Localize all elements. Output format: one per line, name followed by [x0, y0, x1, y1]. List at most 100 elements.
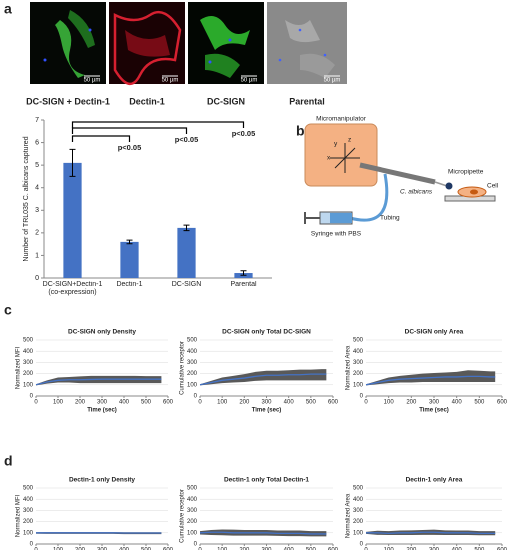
y-tick-label: 0 [30, 542, 34, 548]
y-axis-title: Number of TRL035 C. albicans captured [23, 136, 30, 261]
y-tick-label: 0 [194, 542, 198, 548]
y-tick-label: 0 [360, 394, 364, 400]
chart-title: DC-SIGN only Area [405, 329, 464, 336]
y-tick-label: 200 [187, 519, 198, 525]
line [35, 378, 162, 386]
x-tick-label: 200 [75, 400, 86, 406]
diagram-label: y [334, 141, 338, 148]
y-tick-label: 100 [187, 530, 198, 536]
y-tick-label: 2 [35, 230, 39, 237]
y-tick-label: 100 [353, 530, 364, 536]
x-tick-label: 500 [141, 400, 152, 406]
diagram-label: x [327, 155, 331, 162]
x-tick-label: 0 [364, 548, 368, 550]
x-tick-label: 600 [328, 548, 339, 550]
y-tick-label: 7 [35, 117, 39, 124]
diagram-label: z [348, 137, 351, 144]
y-tick-label: 200 [23, 519, 34, 525]
x-tick-label: 600 [328, 400, 339, 406]
scale-bar-label: 50 µm [324, 78, 341, 84]
y-tick-label: 500 [353, 338, 364, 344]
y-tick-label: 200 [23, 371, 34, 377]
y-tick-label: 500 [23, 338, 34, 344]
x-axis-title: Time (sec) [419, 408, 449, 414]
y-axis-title: Normalized Area [346, 493, 352, 538]
annotation: p<0.05 [118, 143, 142, 152]
y-tick-label: 500 [23, 486, 34, 492]
annotation: p<0.05 [175, 135, 199, 144]
x-tick-label: 300 [97, 400, 108, 406]
panel-label: a [4, 1, 12, 17]
y-tick-label: 100 [353, 382, 364, 388]
y-tick-label: 100 [23, 530, 34, 536]
y-tick-label: 200 [187, 371, 198, 377]
micrograph-label: DC-SIGN + Dectin-1 [26, 96, 110, 106]
x-tick-label: 100 [384, 400, 395, 406]
y-tick-label: 500 [187, 338, 198, 344]
x-tick-label: 300 [429, 400, 440, 406]
panel-label: c [4, 302, 12, 318]
x-tick-label: 400 [452, 400, 463, 406]
x-tick-label: 100 [217, 548, 228, 550]
x-tick-label: 500 [474, 400, 485, 406]
y-tick-label: 300 [353, 360, 364, 366]
chart-title: Dectin-1 only Total Dectin-1 [224, 477, 309, 484]
x-tick-label-box: Parental [230, 281, 257, 288]
y-tick-label: 3 [35, 207, 39, 214]
micrograph: 50 µm [109, 2, 185, 85]
y-tick-label: 500 [187, 486, 198, 492]
line [365, 375, 496, 386]
y-tick-label: 300 [353, 508, 364, 514]
micrograph-label: DC-SIGN [207, 96, 245, 106]
diagram-label: Tubing [380, 215, 400, 222]
x-tick-label: 200 [239, 400, 250, 406]
diagram-label: Micropipette [448, 169, 484, 176]
diagram-label: Cell [487, 183, 499, 190]
x-tick-label: 0 [198, 548, 202, 550]
x-tick-label: 600 [497, 548, 508, 550]
x-tick-label: 0 [34, 400, 38, 406]
y-tick-label: 300 [187, 508, 198, 514]
y-tick-label: 0 [35, 275, 39, 282]
y-tick-label: 100 [23, 382, 34, 388]
error-bar [183, 224, 190, 232]
bar [120, 241, 139, 278]
y-tick-label: 0 [194, 394, 198, 400]
x-tick-label: 300 [261, 400, 272, 406]
bar [177, 227, 196, 278]
micrograph: 50 µm [267, 2, 347, 84]
diagram-label: Micromanipulator [316, 116, 367, 123]
y-tick-label: 6 [35, 139, 39, 146]
y-tick-label: 500 [353, 486, 364, 492]
diagram: Micromanipulator x y z Micropipette Cell… [304, 116, 499, 238]
y-tick-label: 300 [23, 508, 34, 514]
chart-title: Dectin-1 only Area [406, 477, 463, 484]
chart-title: Dectin-1 only Density [69, 477, 135, 484]
x-tick-label-box: DC-SIGN+Dectin-1 (co-expression) [42, 281, 103, 296]
y-tick-label: 1 [35, 252, 39, 259]
x-tick-label: Parental [230, 281, 257, 288]
scale-bar-label: 50 µm [84, 78, 101, 84]
y-tick-label: 200 [353, 371, 364, 377]
line [366, 531, 496, 535]
x-tick-label: 100 [217, 400, 228, 406]
x-tick-label: 200 [406, 548, 417, 550]
micrograph-label: Parental [289, 96, 325, 106]
bracket [71, 135, 131, 142]
x-tick-label: 400 [284, 548, 295, 550]
x-tick-label: DC-SIGN+Dectin-1 (co-expression) [42, 281, 103, 296]
y-tick-label: 100 [187, 382, 198, 388]
x-tick-label: 400 [452, 548, 463, 550]
annotation: p<0.05 [232, 129, 256, 138]
y-axis-title: Normalized MFI [16, 494, 22, 537]
x-tick-label-box: DC-SIGN [172, 281, 202, 288]
x-tick-label: 0 [198, 400, 202, 406]
y-tick-label: 300 [23, 360, 34, 366]
x-tick-label: 0 [34, 548, 38, 550]
error-bar [126, 239, 133, 245]
y-axis-title: Normalized MFI [16, 346, 22, 389]
y-tick-label: 400 [353, 349, 364, 355]
y-axis-title: Normalized Area [346, 345, 352, 390]
x-axis-title: Time (sec) [252, 408, 282, 414]
panel-label: d [4, 453, 13, 469]
